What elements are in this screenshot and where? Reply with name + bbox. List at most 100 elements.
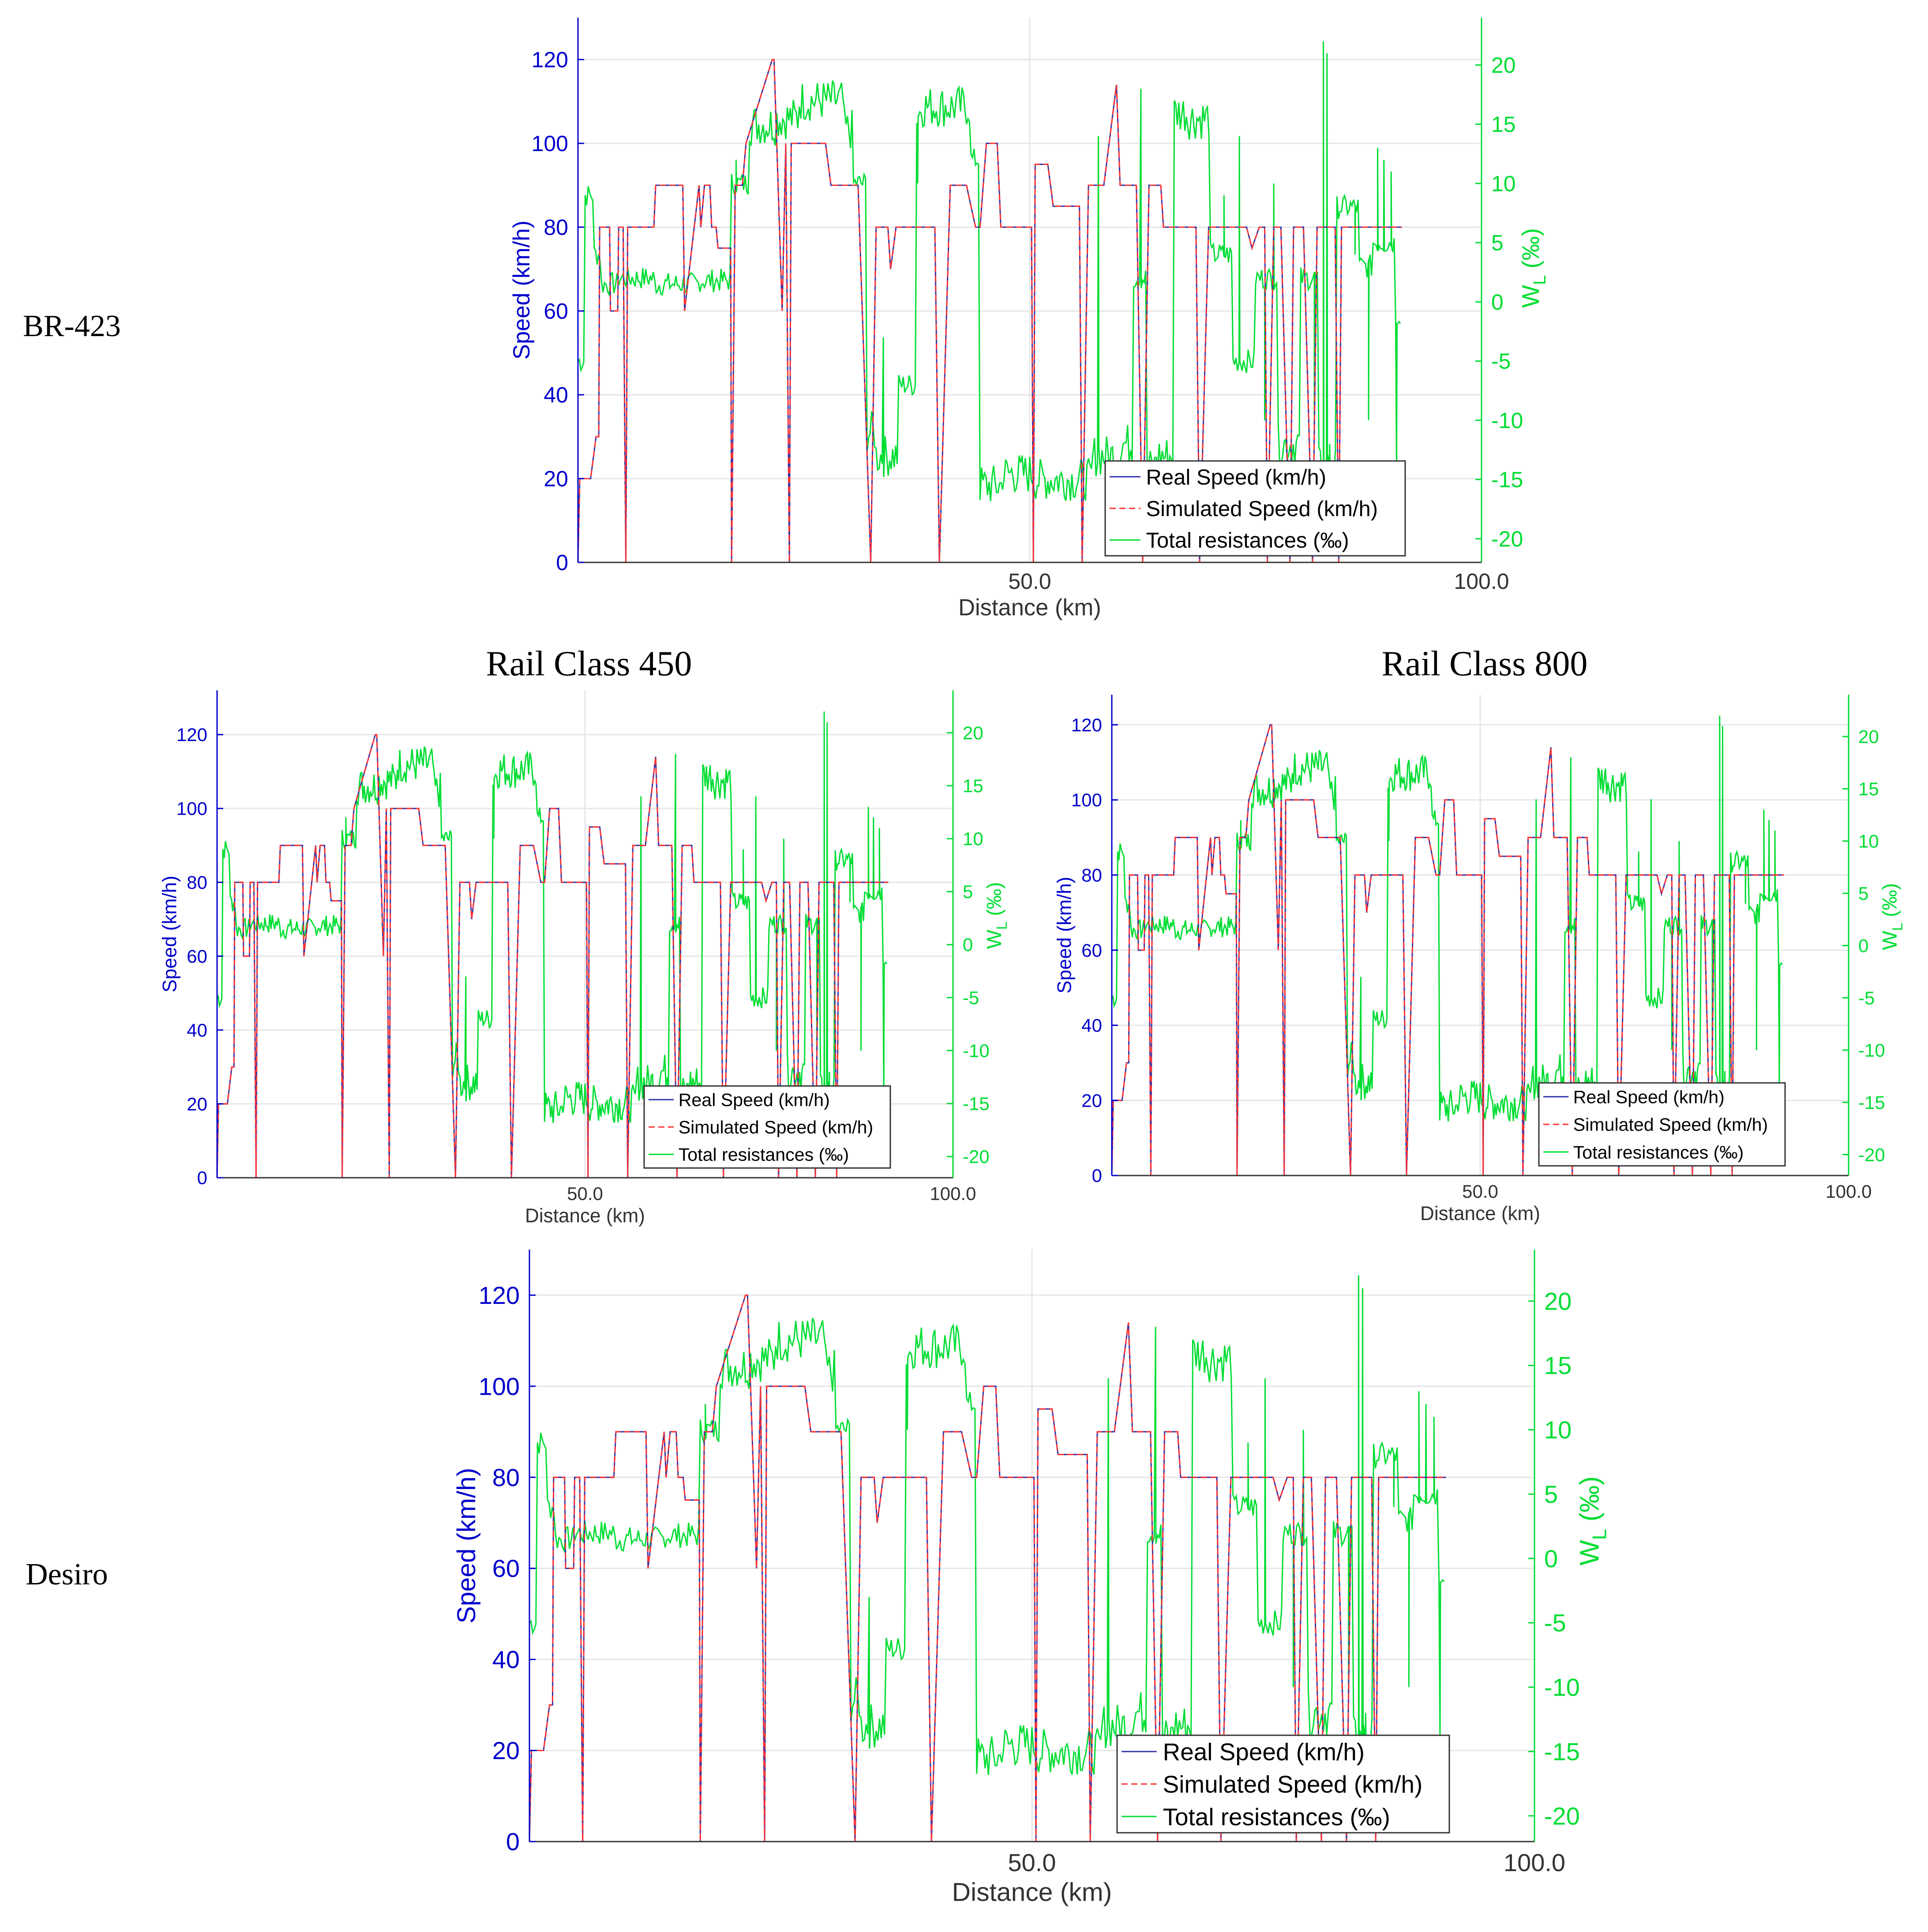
tick-label-right: 0	[1858, 935, 1868, 956]
tick-label-right: -15	[1544, 1737, 1580, 1765]
tick-label-left: 100	[1071, 790, 1102, 810]
row-label-desiro: Desiro	[26, 1558, 108, 1591]
series-simulated-speed	[529, 1294, 1446, 1842]
series-total-resistances	[529, 1275, 1445, 1778]
title-class450: Rail Class 450	[486, 644, 692, 683]
series-total-resistances	[216, 711, 888, 1125]
tick-label-left: 120	[479, 1281, 520, 1309]
series-simulated-speed	[216, 734, 889, 1178]
legend-label: Simulated Speed (km/h)	[679, 1117, 874, 1138]
chart-br423: 0 20 40 60 80 100 120 -20 -15 -10 -5 0 5 10 15 20 50.0 10…	[509, 18, 1549, 621]
tick-label-left: 20	[187, 1093, 207, 1114]
tick-label-left: 20	[1081, 1090, 1102, 1111]
y-axis-label-right-main: W	[1575, 1540, 1605, 1565]
tick-label-right: 0	[1544, 1545, 1558, 1573]
tick-label-left: 40	[492, 1646, 520, 1674]
tick-label-right: -15	[1858, 1092, 1885, 1113]
legend-label: Real Speed (km/h)	[679, 1090, 830, 1110]
tick-label-x: 50.0	[1008, 569, 1051, 594]
legend-label: Real Speed (km/h)	[1163, 1738, 1365, 1765]
y-axis-label-right-unit: (‰)	[983, 882, 1005, 916]
tick-label-left: 20	[492, 1737, 520, 1764]
tick-label-x: 100.0	[1825, 1181, 1872, 1202]
legend-box	[1538, 1082, 1786, 1167]
tick-label-left: 40	[544, 383, 568, 408]
x-axis-label: Distance (km)	[952, 1878, 1112, 1906]
tick-label-right: 20	[1491, 53, 1516, 78]
row-label-br423: BR-423	[23, 309, 121, 343]
tick-label-right: 15	[1544, 1352, 1572, 1379]
x-axis-label: Distance (km)	[958, 595, 1101, 621]
y-axis-label-right: WL (‰)	[1575, 1476, 1611, 1565]
legend-label: Simulated Speed (km/h)	[1163, 1771, 1423, 1798]
tick-label-right: 0	[1491, 290, 1504, 315]
y-axis-label-right-unit: (‰)	[1517, 228, 1544, 269]
tick-label-right: -20	[1491, 527, 1523, 551]
tick-label-x: 100.0	[1454, 569, 1509, 594]
y-axis-label-right-main: W	[1517, 285, 1544, 308]
y-axis-label-right-main: W	[1878, 931, 1901, 950]
tick-label-left: 0	[197, 1168, 207, 1188]
tick-label-right: -20	[963, 1146, 990, 1167]
tick-label-right: 10	[1491, 171, 1516, 196]
y-axis-label-right-unit: (‰)	[1878, 883, 1901, 917]
tick-label-left: 0	[1092, 1165, 1102, 1186]
tick-label-right: -20	[1544, 1802, 1580, 1830]
x-axis-label: Distance (km)	[1420, 1203, 1540, 1224]
y-axis-label-right-main: W	[983, 929, 1005, 949]
tick-label-left: 0	[506, 1828, 520, 1856]
tick-label-right: -10	[1858, 1040, 1885, 1060]
tick-label-left: 100	[176, 798, 207, 819]
legend-label: Real Speed (km/h)	[1146, 465, 1327, 489]
chart-class800: 0 20 40 60 80 100 120 -20 -15 -10 -5 0 5 10 15 20 50.0 10…	[1054, 695, 1906, 1224]
tick-label-right: 5	[963, 881, 973, 902]
tick-label-left: 60	[492, 1554, 520, 1582]
series-simulated-speed	[577, 59, 1402, 563]
series-total-resistances	[577, 41, 1401, 503]
y-axis-label-right-sub: L	[1530, 275, 1549, 285]
y-axis-label-left: Speed (km/h)	[452, 1468, 481, 1624]
tick-label-left: 80	[187, 872, 207, 893]
chart-class450: 0 20 40 60 80 100 120 -20 -15 -10 -5 0 5 10 15 20 50.0 10…	[159, 690, 1010, 1227]
y-axis-label-left: Speed (km/h)	[159, 876, 181, 992]
legend-box	[643, 1085, 891, 1169]
tick-label-right: 10	[1858, 831, 1879, 851]
y-axis-label-right: WL (‰)	[983, 882, 1010, 949]
tick-label-right: -15	[1491, 468, 1523, 492]
tick-label-left: 60	[187, 946, 207, 966]
tick-label-left: 0	[556, 550, 568, 575]
tick-label-right: 0	[963, 934, 973, 955]
legend-label: Real Speed (km/h)	[1573, 1087, 1725, 1107]
tick-label-left: 100	[479, 1372, 520, 1400]
tick-label-right: 20	[1544, 1287, 1572, 1315]
tick-label-right: -5	[1544, 1609, 1566, 1637]
y-axis-label-left: Speed (km/h)	[509, 221, 535, 359]
tick-label-left: 120	[176, 724, 207, 745]
title-class800: Rail Class 800	[1381, 644, 1588, 683]
legend-box	[1116, 1734, 1450, 1834]
tick-label-right: 5	[1858, 883, 1868, 904]
tick-label-right: -5	[1858, 988, 1875, 1008]
tick-label-left: 40	[1081, 1015, 1102, 1036]
tick-label-right: 10	[963, 828, 983, 849]
tick-label-x: 50.0	[567, 1183, 603, 1204]
tick-label-left: 80	[492, 1464, 520, 1491]
tick-label-left: 60	[544, 299, 568, 324]
tick-label-left: 120	[1071, 715, 1102, 735]
tick-label-right: -10	[1491, 408, 1523, 433]
legend-label: Total resistances (‰)	[1163, 1803, 1390, 1831]
tick-label-right: 15	[963, 775, 983, 796]
y-axis-label-right-sub: L	[1890, 923, 1906, 931]
tick-label-x: 50.0	[1008, 1849, 1056, 1876]
y-axis-label-right: WL (‰)	[1517, 228, 1549, 308]
legend-label: Simulated Speed (km/h)	[1573, 1115, 1768, 1135]
tick-label-right: 15	[1858, 779, 1879, 799]
legend-label: Total resistances (‰)	[1573, 1142, 1744, 1162]
legend-box	[1104, 460, 1406, 557]
tick-label-left: 80	[544, 215, 568, 240]
legend-label: Total resistances (‰)	[1146, 529, 1349, 553]
tick-label-right: 5	[1544, 1480, 1558, 1508]
tick-label-left: 120	[532, 48, 568, 72]
tick-label-left: 80	[1081, 865, 1102, 885]
